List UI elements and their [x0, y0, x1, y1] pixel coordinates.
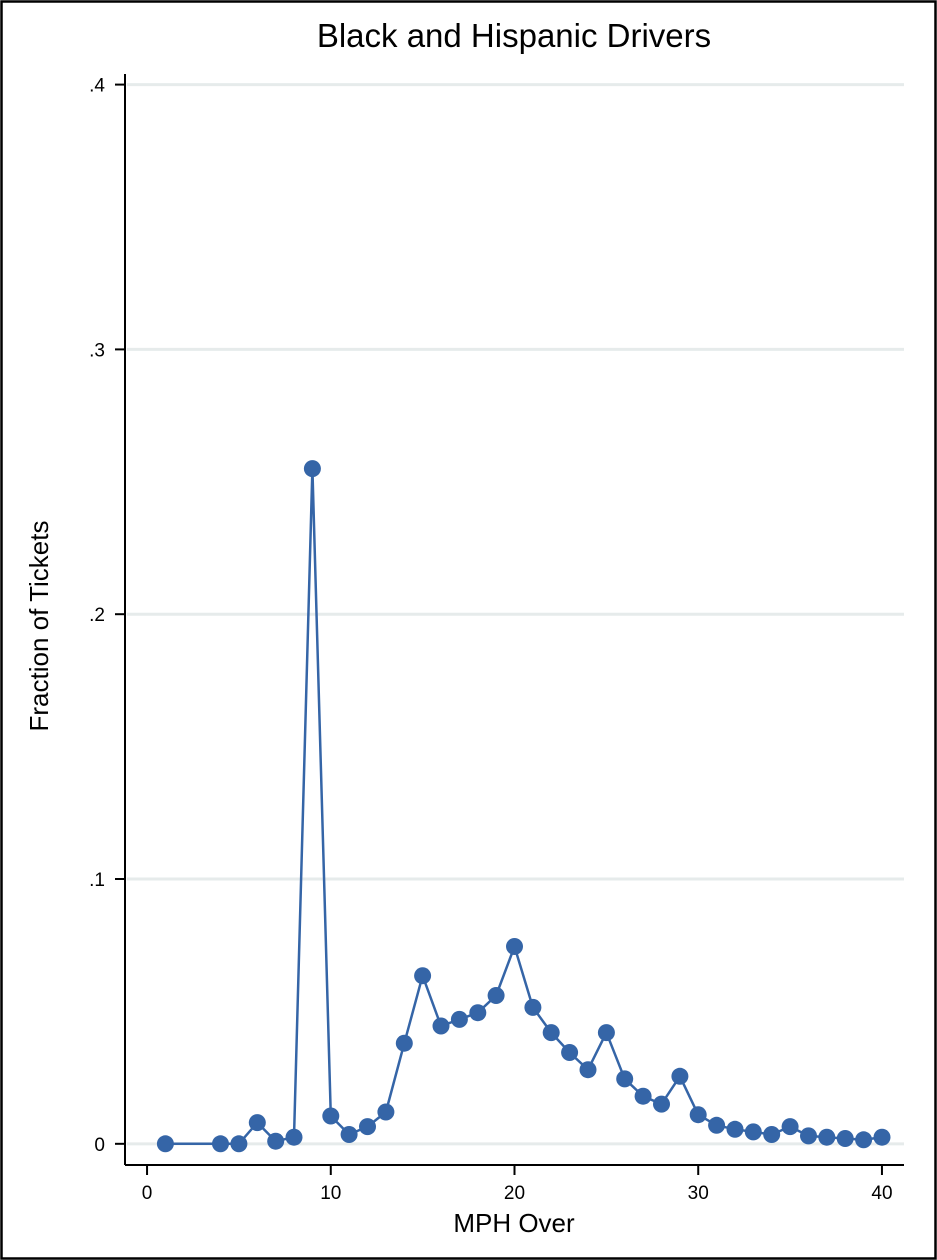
data-point	[873, 1128, 891, 1146]
data-point	[156, 1135, 174, 1153]
data-point	[285, 1128, 303, 1146]
data-point	[561, 1044, 579, 1061]
data-point	[671, 1067, 689, 1085]
data-point	[855, 1131, 873, 1149]
x-tick-label: 20	[504, 1183, 525, 1204]
x-tick-label: 10	[320, 1183, 341, 1204]
x-tick-label: 0	[142, 1183, 153, 1204]
y-tick-label: .3	[89, 340, 105, 361]
data-point	[359, 1118, 376, 1136]
y-axis-title: Fraction of Tickets	[24, 521, 54, 732]
data-point	[340, 1126, 358, 1143]
gridlines	[127, 83, 904, 1146]
data-point	[542, 1024, 560, 1042]
data-point	[836, 1130, 854, 1147]
data-point	[800, 1127, 817, 1145]
data-point	[763, 1126, 781, 1143]
data-point	[377, 1103, 395, 1121]
data-point	[487, 987, 505, 1004]
data-point	[616, 1070, 634, 1088]
data-point	[230, 1135, 248, 1153]
x-axis-title: MPH Over	[453, 1208, 575, 1238]
data-point	[303, 460, 321, 478]
data-point	[469, 1004, 487, 1022]
data-point	[506, 938, 523, 955]
data-point	[414, 967, 432, 985]
data-point	[322, 1107, 340, 1125]
data-point	[744, 1123, 762, 1141]
y-tick-label: .4	[89, 76, 105, 97]
x-axis-ticks: 0 10 20 30 40	[142, 1165, 893, 1204]
series-layer	[156, 460, 891, 1153]
data-point	[524, 998, 542, 1016]
data-point	[212, 1135, 229, 1153]
y-tick-label: .2	[89, 605, 105, 626]
data-point	[726, 1120, 744, 1138]
x-tick-label: 40	[871, 1183, 892, 1204]
data-point	[689, 1106, 707, 1124]
data-point	[395, 1034, 413, 1052]
data-point	[781, 1118, 799, 1136]
data-point	[597, 1024, 615, 1042]
data-point	[450, 1010, 468, 1028]
data-point	[653, 1095, 670, 1113]
y-tick-label: 0	[94, 1135, 105, 1156]
data-point	[818, 1128, 836, 1146]
data-point	[579, 1061, 597, 1079]
data-point	[708, 1116, 726, 1134]
chart-title: Black and Hispanic Drivers	[317, 17, 711, 54]
y-tick-label: .1	[89, 870, 105, 891]
x-tick-label: 30	[688, 1183, 709, 1204]
data-point	[267, 1132, 285, 1150]
y-axis-ticks: 0 .1 .2 .3 .4	[89, 76, 125, 1156]
data-point	[634, 1087, 652, 1105]
data-point	[248, 1114, 266, 1132]
data-point	[432, 1017, 450, 1035]
